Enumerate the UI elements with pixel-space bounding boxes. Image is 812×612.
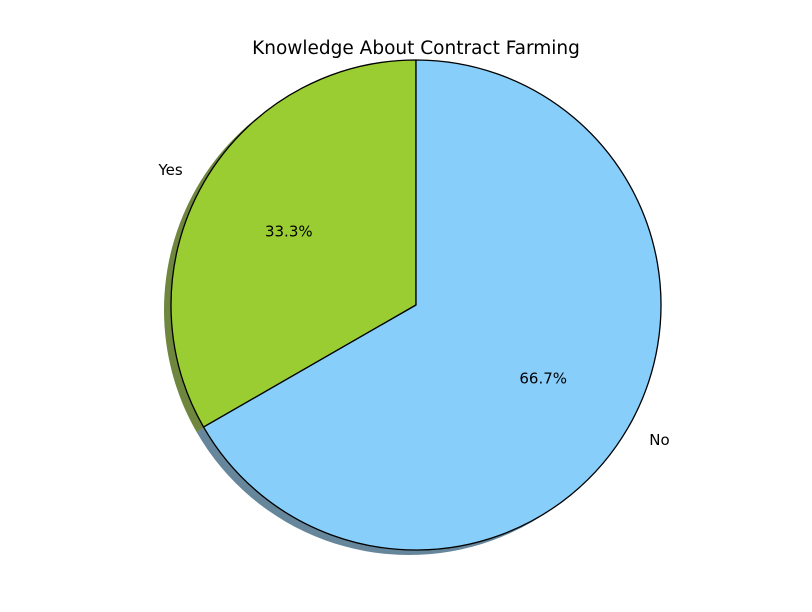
pie-slices bbox=[170, 59, 662, 551]
slice-label-yes: Yes bbox=[157, 161, 182, 179]
pie-slice-no bbox=[202, 59, 662, 551]
pie-slice-yes bbox=[170, 59, 417, 428]
slice-pct-no: 66.7% bbox=[519, 370, 567, 388]
slice-label-no: No bbox=[649, 431, 669, 449]
chart-title: Knowledge About Contract Farming bbox=[252, 38, 580, 59]
pie-labels: Yes 33.3% No 66.7% bbox=[157, 161, 669, 449]
slice-pct-yes: 33.3% bbox=[265, 222, 313, 240]
